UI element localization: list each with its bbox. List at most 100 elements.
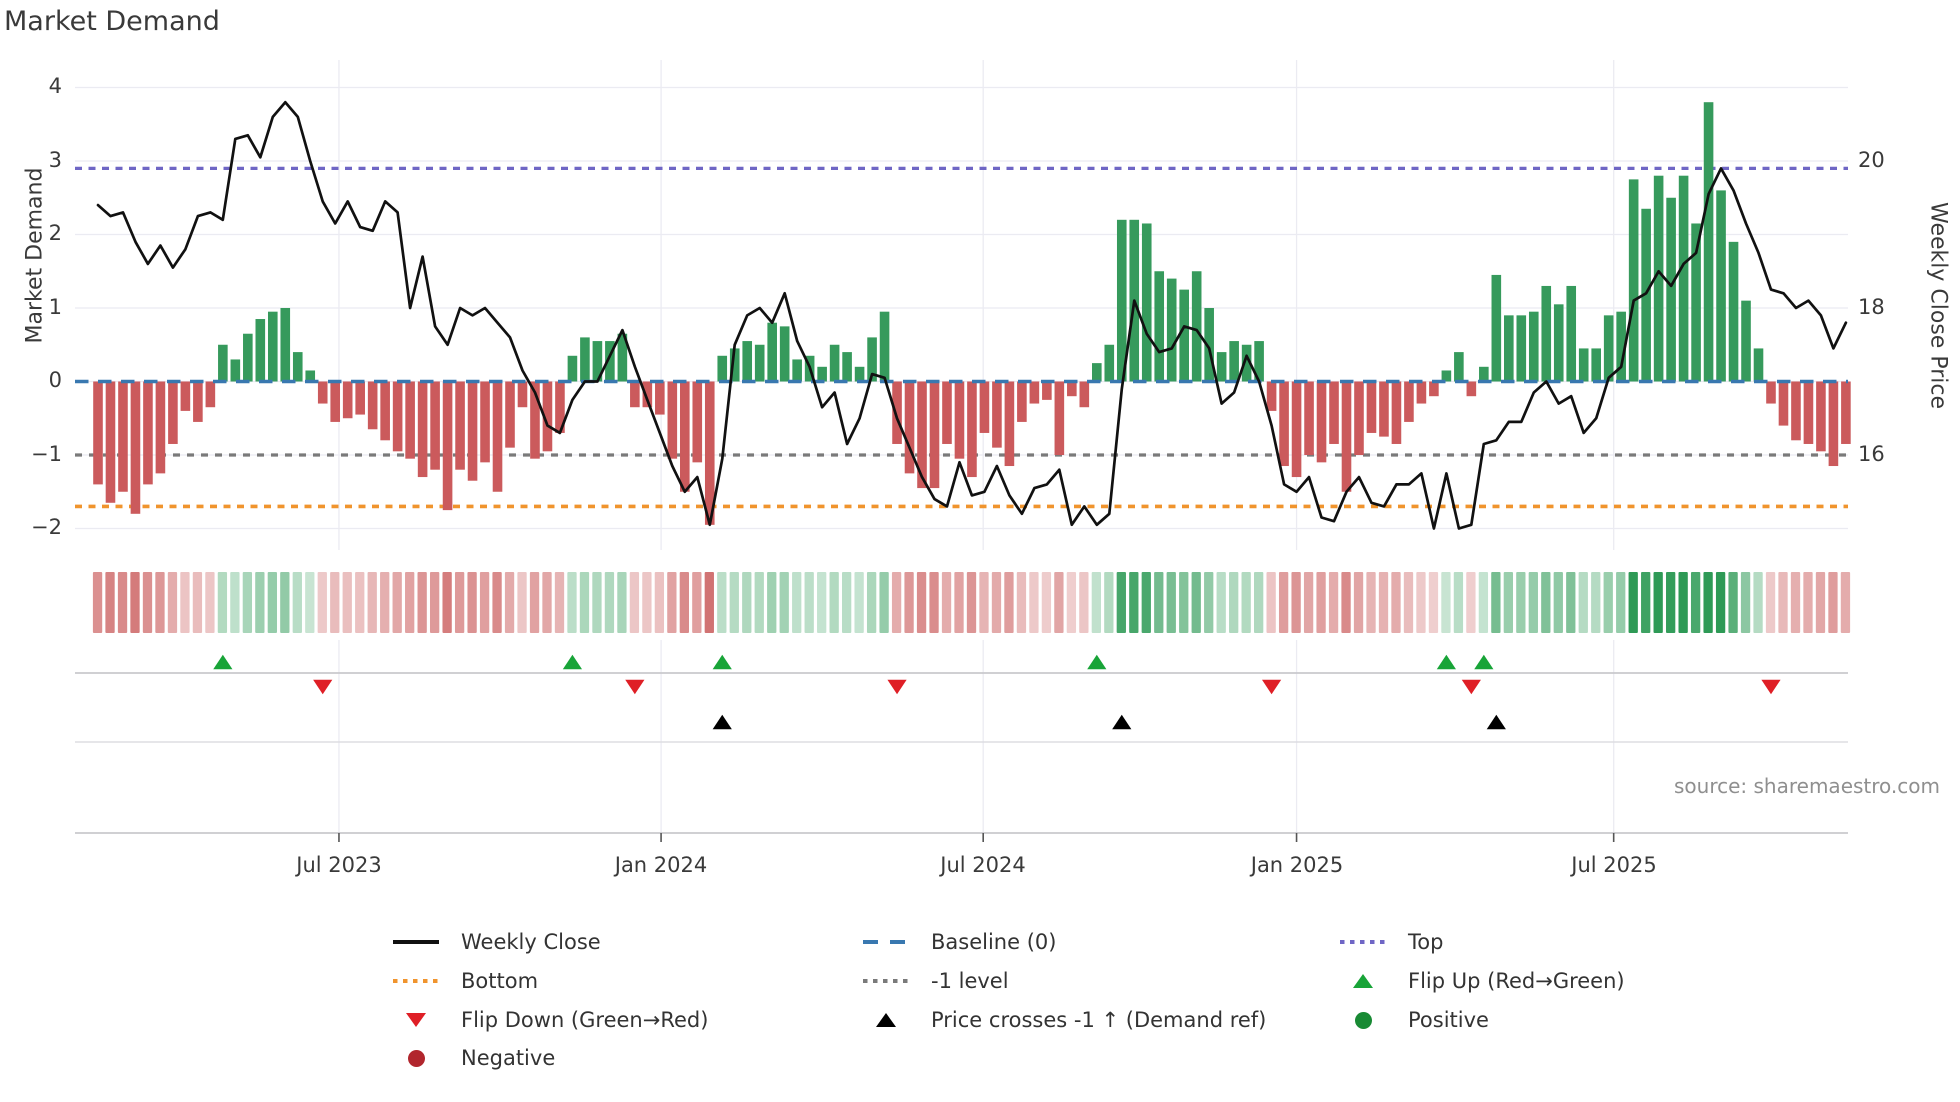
demand-bar [704, 381, 715, 525]
demand-bar [792, 359, 802, 382]
legend-item-baseline: Baseline (0) [863, 927, 1056, 957]
demand-bar [567, 355, 578, 382]
demand-bar [317, 381, 328, 404]
left-axis-tick-3: 3 [48, 148, 62, 172]
demand-bar [917, 381, 927, 489]
demand-bar [1304, 381, 1314, 455]
legend-label: Flip Up (Red→Green) [1408, 969, 1625, 993]
demand-bar [1553, 304, 1564, 382]
demand-bar [967, 381, 977, 478]
demand-bar [305, 370, 316, 382]
demand-bars [93, 102, 1851, 525]
demand-bar [1391, 381, 1402, 444]
demand-bar [492, 381, 503, 492]
demand-bar [1429, 381, 1439, 397]
demand-bar [243, 333, 253, 382]
legend-item-negative: Negative [393, 1043, 555, 1073]
demand-bar [1416, 381, 1427, 404]
right-axis-tick-18: 18 [1858, 295, 1885, 319]
demand-bar [1791, 381, 1801, 441]
demand-bar [1241, 344, 1252, 382]
legend-item-top: Top [1340, 927, 1443, 957]
demand-bar [580, 337, 590, 382]
left-axis-tick-m1: −1 [31, 442, 62, 466]
demand-bar [1491, 274, 1502, 382]
left-axis-tick-0: 0 [48, 368, 62, 392]
demand-bar [505, 381, 515, 448]
demand-bar [130, 381, 141, 514]
left-axis-tick-m2: −2 [31, 515, 62, 539]
demand-bar [292, 352, 303, 382]
legend-label: Top [1408, 930, 1444, 954]
demand-bar [405, 381, 415, 459]
demand-bar [667, 381, 678, 459]
demand-bar [155, 381, 166, 474]
demand-bar [1778, 381, 1789, 426]
weekly-close-price-line [96, 100, 1848, 530]
left-axis-tick-4: 4 [48, 74, 62, 98]
demand-bar [267, 311, 278, 382]
subpanel-frames [75, 672, 1848, 842]
demand-bar [1753, 348, 1764, 382]
left-axis-title: Market Demand [22, 167, 48, 344]
legend-item-positive: Positive [1340, 1005, 1489, 1035]
demand-bar [592, 341, 603, 382]
demand-bar [1316, 381, 1327, 463]
demand-bar [230, 359, 241, 382]
demand-bar [1841, 381, 1851, 444]
baseline-dashed-line-icon [863, 939, 909, 945]
demand-bar [542, 381, 553, 452]
demand-bar [330, 381, 341, 422]
demand-bar [1204, 308, 1214, 382]
demand-bar [1528, 311, 1539, 382]
demand-bar [729, 348, 740, 382]
demand-bar [1166, 278, 1177, 382]
source-note: source: sharemaestro.com [1674, 774, 1940, 798]
demand-bar [1229, 341, 1239, 382]
demand-bar [992, 381, 1002, 448]
right-axis-title: Weekly Close Price [1925, 202, 1951, 409]
demand-bar [93, 381, 103, 485]
demand-bar [754, 344, 765, 382]
demand-bar [1479, 366, 1489, 382]
demand-bar [879, 311, 890, 382]
demand-bar [218, 344, 228, 382]
demand-bar [1653, 175, 1664, 382]
minus1-dotted-line-icon [863, 978, 909, 984]
demand-bar [342, 381, 353, 419]
x-tick-jan-2025: Jan 2025 [1250, 853, 1344, 877]
demand-bar [1141, 223, 1152, 382]
demand-bar [1728, 241, 1739, 382]
x-tick-jul-2024: Jul 2024 [940, 853, 1026, 877]
demand-bar [892, 381, 902, 444]
flip-down-triangle-icon [393, 1013, 439, 1027]
demand-bar [255, 319, 266, 382]
demand-bar [355, 381, 365, 415]
demand-bar [1703, 102, 1714, 382]
positive-dot-icon [1340, 1011, 1386, 1029]
flip-up-triangle-icon [1340, 974, 1386, 988]
weekly-close-line-icon [393, 940, 439, 944]
demand-bar [1154, 271, 1165, 382]
flip-up-markers [213, 654, 1494, 670]
demand-bar [1329, 381, 1339, 444]
demand-bar [1116, 219, 1127, 382]
demand-bar [829, 344, 840, 382]
demand-bar [779, 326, 790, 382]
demand-bar [143, 381, 153, 485]
top-dotted-line-icon [1340, 939, 1386, 945]
legend-item-price-crosses: Price crosses -1 ↑ (Demand ref) [863, 1005, 1266, 1035]
demand-bar [1054, 381, 1065, 455]
demand-bar [1666, 197, 1676, 382]
demand-bar [1678, 175, 1689, 382]
demand-bar [642, 381, 653, 408]
demand-bar [1803, 381, 1814, 444]
demand-bar [1092, 363, 1102, 382]
demand-bar [942, 381, 952, 444]
demand-bar [467, 381, 478, 481]
demand-bar [867, 337, 877, 382]
demand-bar [1504, 315, 1514, 382]
demand-bar [1191, 271, 1202, 382]
